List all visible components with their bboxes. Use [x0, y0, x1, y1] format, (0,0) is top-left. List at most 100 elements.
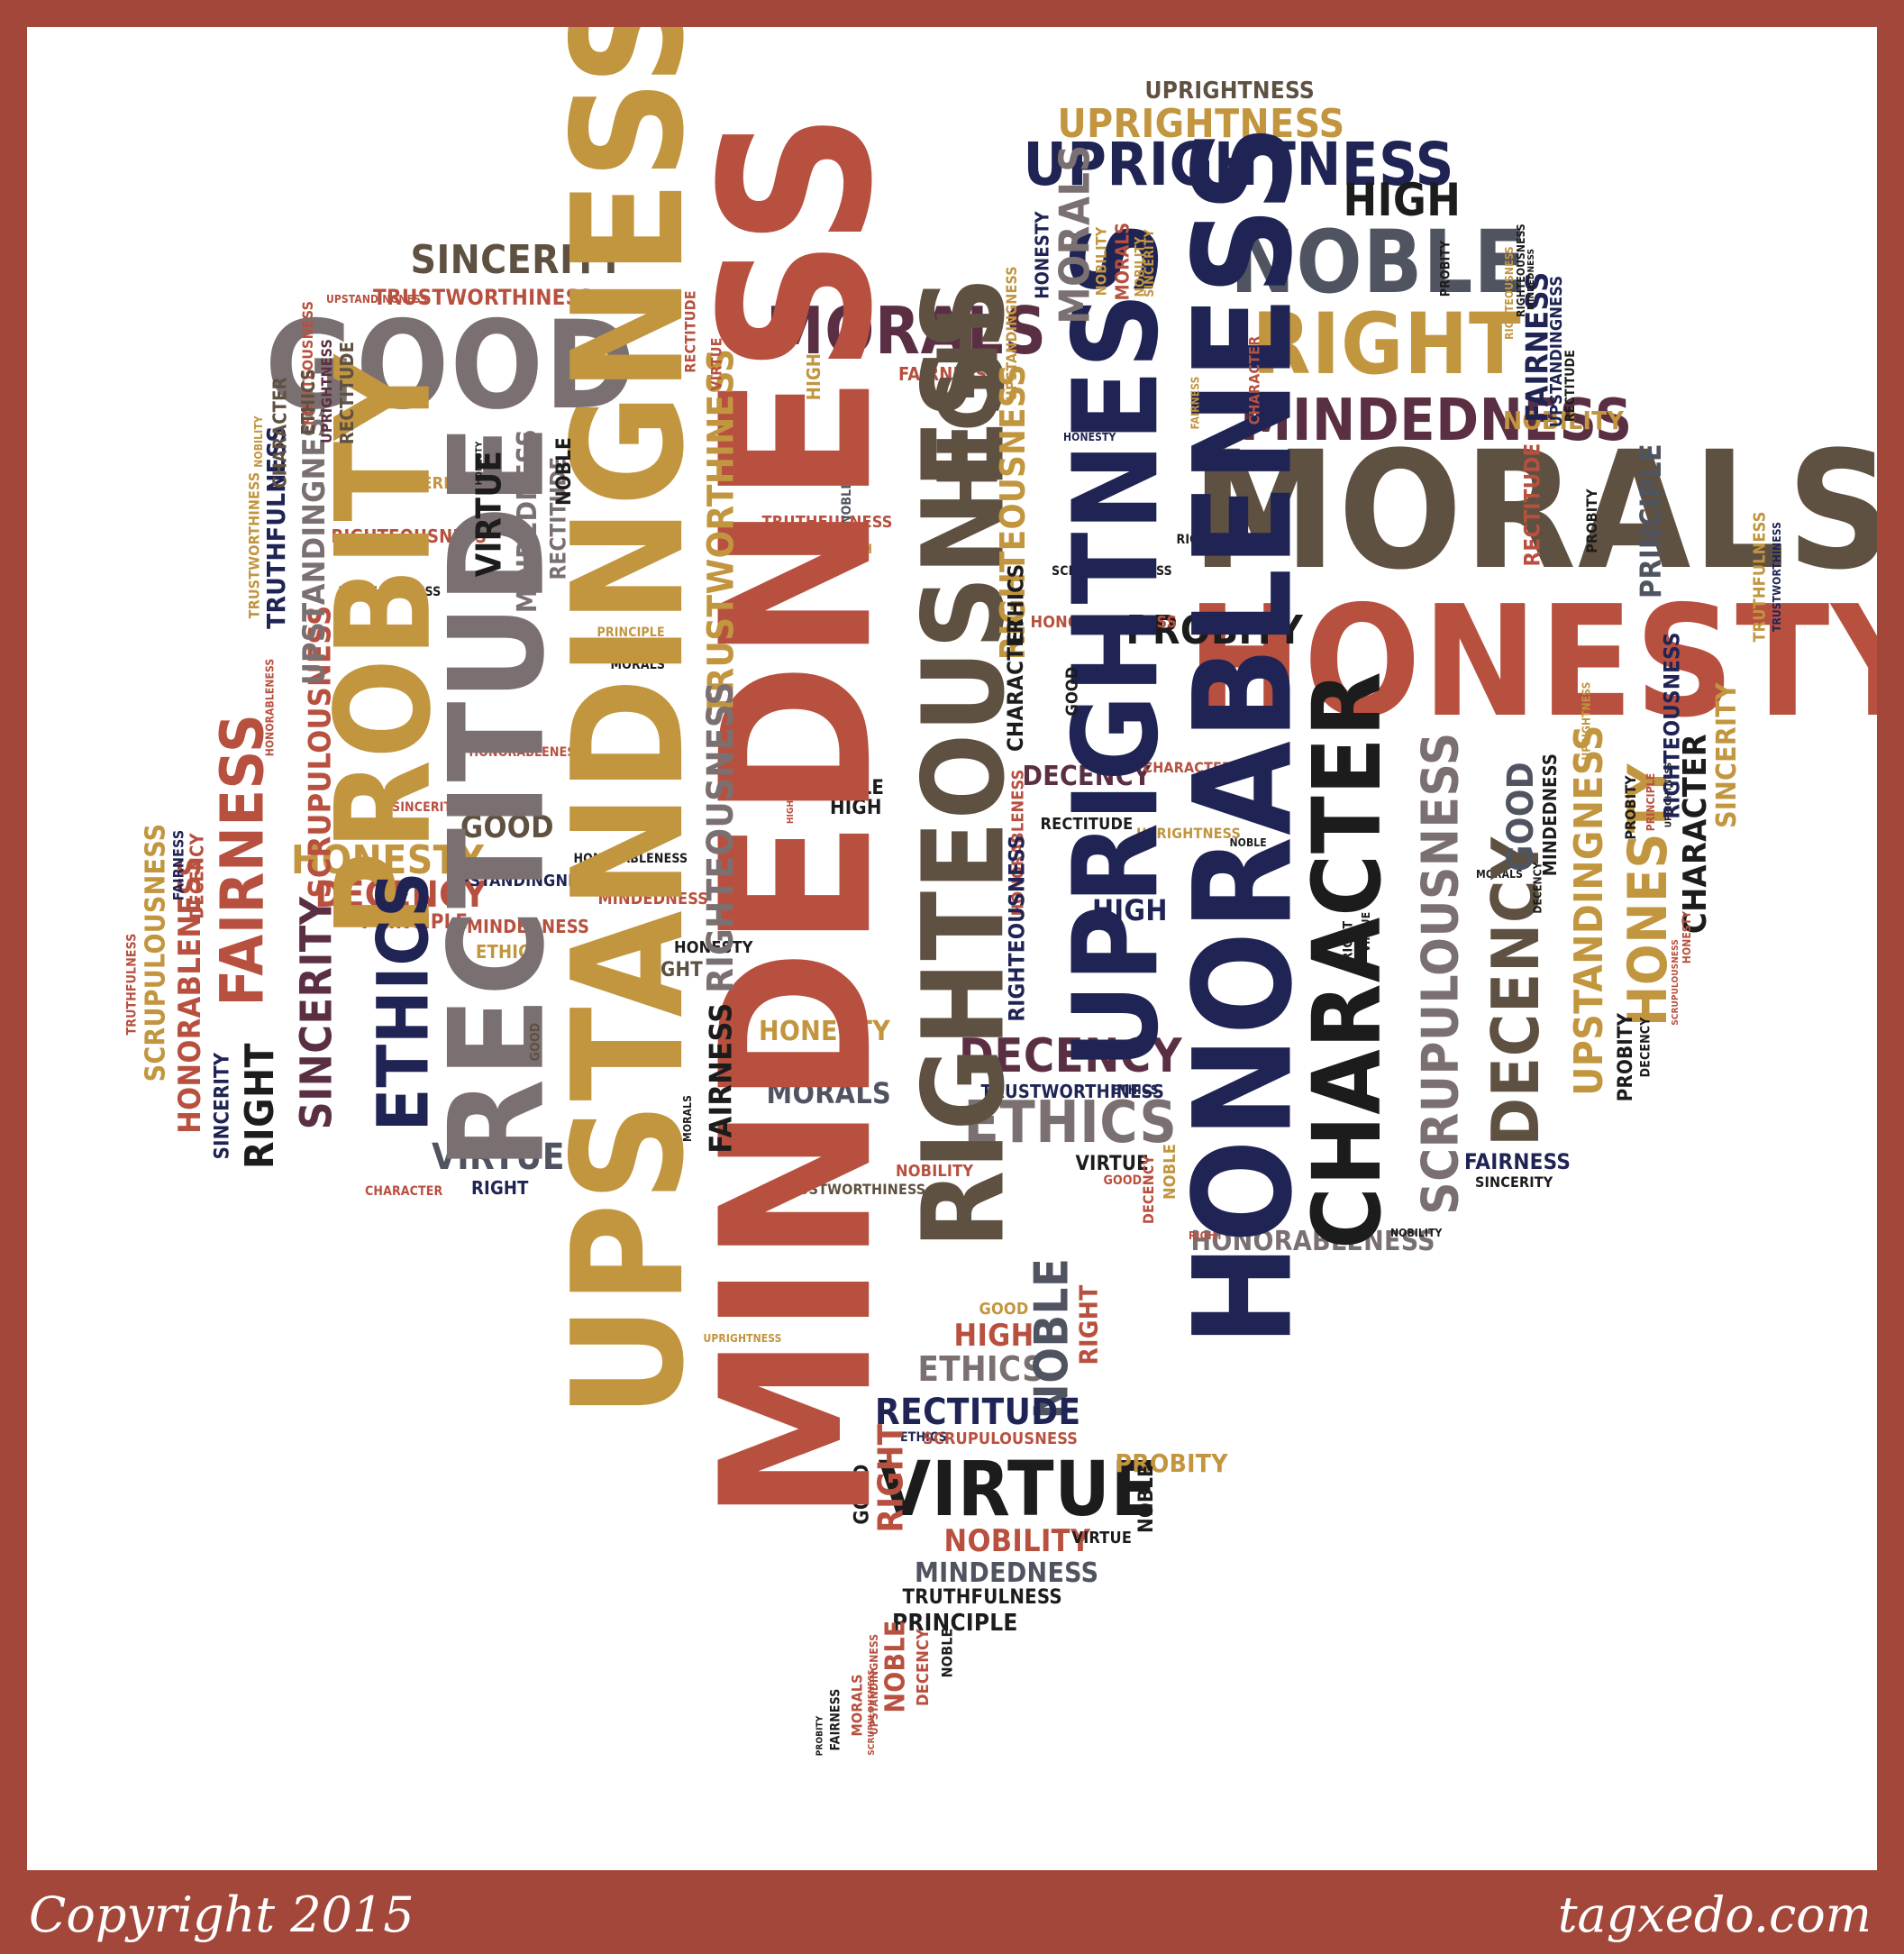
cloud-word: DECENCY	[314, 874, 487, 916]
cloud-word: GOOD	[1500, 761, 1543, 872]
cloud-word: SINCERITY	[290, 896, 342, 1130]
cloud-word: MINDEDNESS	[1240, 388, 1633, 454]
word-cloud-canvas: UPRIGHTNESS UPRIGHTNESS UPRIGHTNESS HIGH NOB…	[27, 27, 1877, 1870]
cloud-word: MINDEDNESS	[1539, 753, 1562, 877]
cloud-word: ETHICS	[362, 871, 444, 1132]
cloud-word: TRUSTWORTHINESS	[779, 1181, 926, 1198]
cloud-word: MORALS	[680, 1095, 694, 1142]
cloud-word: SINCERITY	[392, 800, 460, 815]
cloud-word: HONORABLENESS	[469, 745, 584, 760]
cloud-word: NOBLE	[938, 1628, 956, 1678]
cloud-word: FAIRNESS	[898, 363, 988, 385]
cloud-word: SCRUPULOUSNESS	[139, 823, 171, 1082]
cloud-word: HIGH	[786, 799, 797, 825]
cloud-word: DECENCY	[1531, 862, 1544, 914]
cloud-word: RECTITUDE	[1519, 443, 1545, 567]
cloud-word: UPRIGHTNESS	[1057, 101, 1345, 147]
cloud-word: CHARACTER	[365, 1184, 443, 1199]
cloud-word: ETHICS	[963, 1090, 1178, 1156]
cloud-word: PROBITY	[1437, 240, 1453, 297]
cloud-word: FAIRNESS	[206, 713, 277, 1007]
cloud-word: MORALS	[1050, 144, 1099, 324]
cloud-word: VIRTUE	[878, 1445, 1159, 1533]
cloud-word: UPRIGHTNESS	[1046, 219, 1184, 1070]
cloud-word: HIGH	[839, 543, 873, 557]
cloud-word: SCRUPULOUSNESS	[923, 1429, 1079, 1448]
cloud-word: VIRTUE	[1071, 1529, 1133, 1548]
cloud-word: GOOD	[979, 1300, 1029, 1319]
cloud-word: MORALS	[766, 293, 1047, 369]
cloud-word: FAIRNESS	[169, 829, 187, 901]
cloud-word: CHARACTER	[269, 377, 291, 488]
cloud-word: RIGHT	[1252, 296, 1522, 394]
cloud-word: VIRTUE	[707, 337, 725, 391]
site-link[interactable]: tagxedo.com	[1557, 1886, 1872, 1943]
cloud-word: UPRIGHTNESS	[318, 338, 336, 444]
cloud-word: RIGHT	[640, 959, 704, 982]
cloud-word: MINDEDNESS	[467, 916, 590, 937]
cloud-word: ETHICS	[1002, 563, 1028, 644]
cloud-word: HONESTY	[1063, 431, 1116, 443]
cloud-word: MORALS	[1110, 222, 1133, 301]
cloud-word: NOBLE	[879, 1620, 912, 1713]
cloud-word: RECTITUDE	[875, 1392, 1081, 1433]
cloud-word: VIRTUE	[1075, 1153, 1149, 1175]
cloud-word: UPRIGHTNESS	[1023, 130, 1455, 199]
cloud-word: RIGHT	[1189, 1229, 1224, 1242]
cloud-word: HONESTY	[473, 441, 484, 486]
cloud-word: RIGHTEOUSNESS	[1514, 224, 1527, 317]
cloud-word: SCRUPULOUSNESS	[1052, 564, 1172, 579]
cloud-word: HIGH	[1343, 174, 1462, 226]
cloud-word: TRUSTWORTHINESS	[1771, 521, 1784, 633]
cloud-word: PROBITY	[1115, 1448, 1228, 1478]
cloud-word: RIGHTEOUSNESS	[1004, 835, 1030, 1022]
cloud-word: RIGHT	[237, 1042, 284, 1170]
cloud-word: RIGHT	[471, 1177, 529, 1199]
cloud-word: DECENCY	[186, 833, 208, 919]
cloud-word: FAIRNESS	[703, 1002, 740, 1154]
cloud-word: PRINCIPLE	[892, 1610, 1018, 1637]
cloud-word: HONORABLENESS	[1190, 1226, 1435, 1257]
cloud-word: PROBITY	[1621, 775, 1639, 840]
cloud-word: HONESTY	[1031, 211, 1053, 299]
cloud-word: HONESTY	[1681, 910, 1694, 964]
cloud-word: HONORABLENESS	[1164, 123, 1322, 1347]
cloud-word: ETHICS	[1112, 1083, 1159, 1098]
cloud-word: RIGHTEOUSNESS	[1659, 632, 1685, 819]
cloud-word: ETHICS	[917, 1349, 1045, 1389]
cloud-word: MORALS	[766, 1076, 892, 1110]
cloud-word: HONESTY	[291, 837, 485, 883]
cloud-word: DECENCY	[1022, 761, 1152, 792]
cloud-word: PRINCIPLE	[1633, 443, 1668, 598]
cloud-word: DECENCY	[913, 1629, 933, 1706]
cloud-word: SINCERITY	[210, 1052, 233, 1160]
cloud-word: RIGHTEOUSNESS	[699, 681, 742, 993]
cloud-word: PROBITY	[1615, 1012, 1638, 1102]
cloud-word: TRUTHFULNESS	[123, 933, 139, 1036]
cloud-word: RIGHT	[1340, 920, 1355, 962]
cloud-word: MINDEDNESS	[597, 890, 709, 909]
cloud-word: SCRUPULOUSNESS	[866, 1669, 877, 1756]
cloud-word: NOBILITY	[896, 1162, 974, 1181]
cloud-word: UPSTANDINGNESS	[447, 872, 599, 890]
cloud-word: TRUTHFULNESS	[1750, 511, 1770, 643]
cloud-word: UPRIGHTNESS	[703, 1332, 782, 1345]
cloud-word: HONORABLENESS	[1030, 613, 1178, 632]
cloud-word: PROBITY	[1125, 607, 1304, 653]
cloud-word: UPSTANDINGNESS	[326, 293, 428, 306]
cloud-word: PROBITY	[1582, 488, 1600, 553]
cloud-word: NOBILITY	[1390, 1227, 1443, 1239]
cloud-word: RECTITUDE	[1562, 350, 1578, 422]
cloud-word: TRUTHFULNESS	[902, 1586, 1062, 1609]
cloud-word: MORALS	[1191, 417, 1877, 606]
cloud-word: HIGH	[1092, 893, 1168, 927]
cloud-word: RIGHTEOUSNESS	[331, 525, 487, 547]
cloud-word: SCRUPULOUSNESS	[1411, 732, 1471, 1215]
cloud-word: MORALS	[610, 658, 666, 672]
cloud-word: MORALS	[848, 1674, 866, 1737]
cloud-word: DECENCY	[1140, 1155, 1158, 1225]
cloud-word: FAIRNESS	[1464, 1149, 1571, 1174]
cloud-word: HIGH	[803, 352, 825, 401]
cloud-word: CHARACTER	[1244, 335, 1262, 425]
cloud-word: UPRIGHTNESS	[1136, 825, 1242, 842]
